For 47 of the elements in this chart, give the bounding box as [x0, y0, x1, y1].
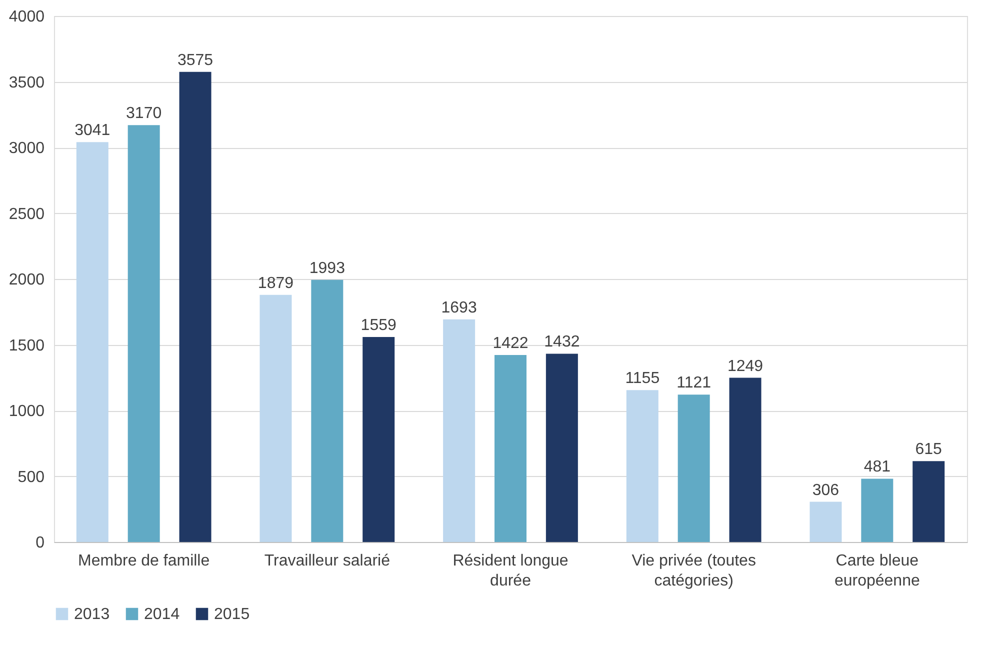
data-label: 1432 [544, 334, 580, 351]
x-tick-label: Résident longue durée [452, 552, 568, 590]
bar [810, 502, 842, 542]
bar [260, 294, 292, 542]
data-label: 1249 [727, 358, 764, 375]
data-label: 3575 [177, 52, 214, 69]
bar [494, 355, 526, 542]
bar [311, 280, 344, 542]
legend-label: 2014 [144, 606, 180, 623]
y-tick-label: 2000 [8, 272, 45, 288]
x-tick-label: Membre de famille [78, 552, 210, 570]
bar [861, 478, 894, 542]
bar [362, 336, 395, 542]
data-label: 1422 [492, 335, 528, 352]
y-tick-label: 1500 [8, 337, 45, 354]
bar [179, 72, 212, 542]
data-label: 1559 [360, 316, 397, 334]
data-label: 1155 [625, 370, 660, 388]
bar [443, 319, 476, 542]
y-tick-label: 2500 [8, 206, 45, 223]
data-label: 1693 [441, 299, 477, 316]
bar [678, 394, 710, 542]
x-tick-label: Travailleur salarié [264, 552, 390, 570]
bar [626, 390, 658, 542]
data-label: 306 [812, 482, 840, 499]
data-label: 1879 [258, 274, 294, 292]
data-label: 3170 [126, 105, 162, 122]
y-tick-label: 1000 [8, 403, 45, 420]
data-label: 1993 [309, 260, 346, 277]
y-tick-label: 4000 [8, 8, 45, 26]
x-tick-label: Vie privée (toutes catégories) [632, 552, 756, 590]
y-tick-label: 3500 [8, 74, 45, 92]
data-label: 3041 [74, 122, 110, 140]
y-tick-label: 500 [18, 468, 45, 486]
bar [912, 461, 945, 542]
data-label: 615 [915, 441, 942, 458]
bar [76, 142, 108, 542]
data-label: 1121 [676, 374, 712, 392]
y-tick-label: 0 [36, 534, 45, 552]
bar [546, 354, 578, 542]
y-tick-label: 3000 [8, 140, 45, 157]
bar [729, 378, 762, 542]
legend-label: 2013 [74, 606, 110, 623]
bar [128, 125, 160, 542]
data-label: 481 [864, 458, 891, 476]
legend-label: 2015 [214, 606, 250, 623]
x-tick-label: Carte bleue européenne [834, 552, 920, 590]
